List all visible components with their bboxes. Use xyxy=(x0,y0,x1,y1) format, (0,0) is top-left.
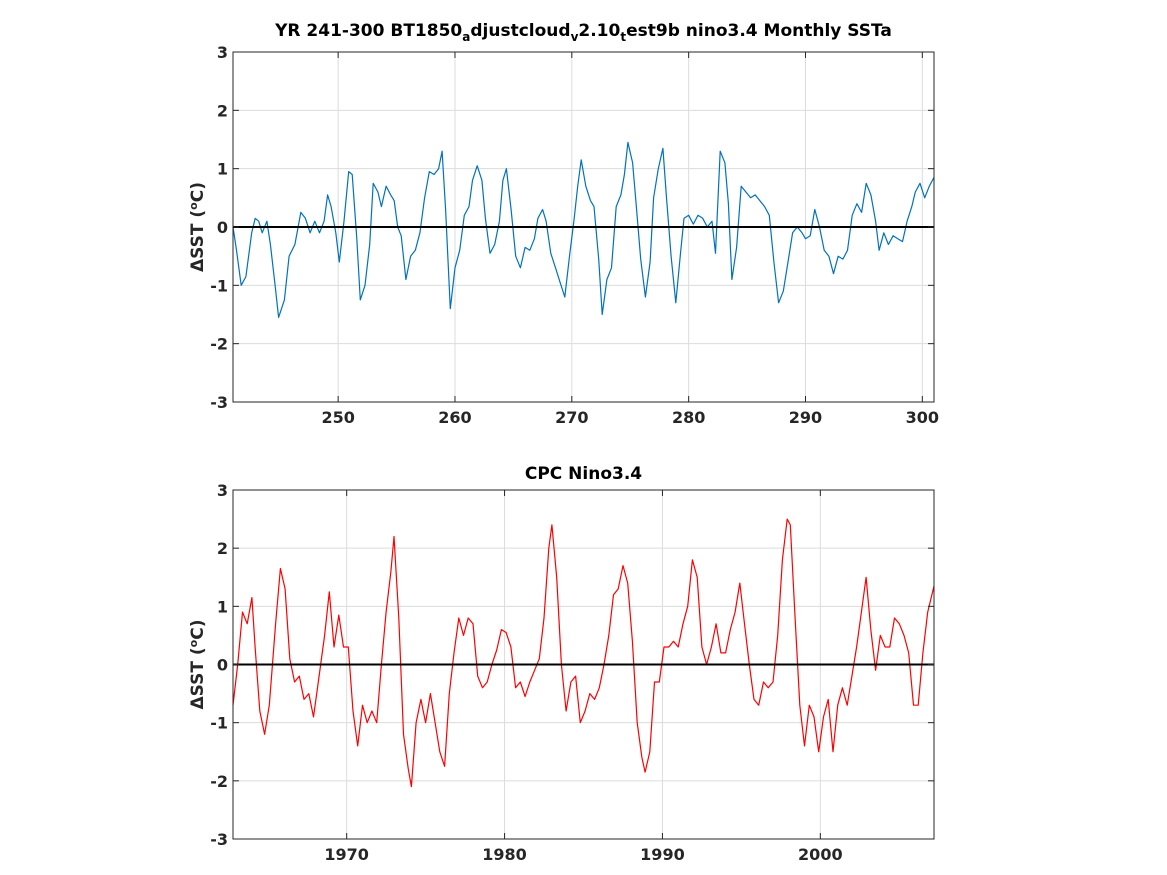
series-line-0 xyxy=(232,141,935,318)
title-part: est9b nino3.4 Monthly SSTa xyxy=(626,21,892,41)
x-tick-label: 1970 xyxy=(324,845,369,864)
title-part: djustcloud xyxy=(470,21,570,41)
y-tick-label: 0 xyxy=(217,656,228,675)
y-tick-label: 3 xyxy=(217,43,228,62)
x-tick-label: 260 xyxy=(438,408,471,427)
y-tick-label: 2 xyxy=(217,101,228,120)
y-tick-label: -1 xyxy=(210,714,228,733)
y-tick-label: -2 xyxy=(210,772,228,791)
y-tick-label: -2 xyxy=(210,335,228,354)
x-tick-label: 1980 xyxy=(482,845,527,864)
x-tick-label: 270 xyxy=(555,408,588,427)
title-part: 2.10 xyxy=(578,21,620,41)
chart-title: YR 241-300 BT1850adjustcloudv2.10test9b … xyxy=(274,21,892,44)
x-tick-label: 250 xyxy=(321,408,354,427)
x-tick-label: 280 xyxy=(672,408,705,427)
chart-title: CPC Nino3.4 xyxy=(525,464,642,484)
title-part: a xyxy=(462,30,470,44)
bottom-panel: 1970 1980 1990 2000 -3 -2 -1 0 1 2 3 CPC Nino3.4 ΔSS… xyxy=(187,464,935,864)
title-part: v xyxy=(571,30,579,44)
title-part: t xyxy=(620,30,626,44)
x-tick-label: 1990 xyxy=(640,845,685,864)
y-tick-label: -3 xyxy=(210,830,228,849)
y-tick-label: 1 xyxy=(217,597,228,616)
y-axis-label: ΔSST (oC) xyxy=(187,620,209,710)
x-tick-label: 300 xyxy=(906,408,939,427)
y-tick-label: 3 xyxy=(217,481,228,500)
y-tick-label: -1 xyxy=(210,276,228,295)
series-line-0 xyxy=(232,518,935,788)
x-tick-label: 290 xyxy=(789,408,822,427)
y-axis-label: ΔSST (oC) xyxy=(187,182,209,272)
title-part: CPC Nino3.4 xyxy=(525,464,642,484)
top-panel: 250 260 270 280 290 300 -3 -2 -1 0 1 2 3 YR 241-300 B… xyxy=(187,21,940,427)
x-tick-label: 2000 xyxy=(798,845,843,864)
y-tick-label: 2 xyxy=(217,539,228,558)
title-part: YR 241-300 BT1850 xyxy=(274,21,462,41)
y-tick-label: 0 xyxy=(217,218,228,237)
y-tick-label: -3 xyxy=(210,393,228,412)
y-tick-label: 1 xyxy=(217,160,228,179)
